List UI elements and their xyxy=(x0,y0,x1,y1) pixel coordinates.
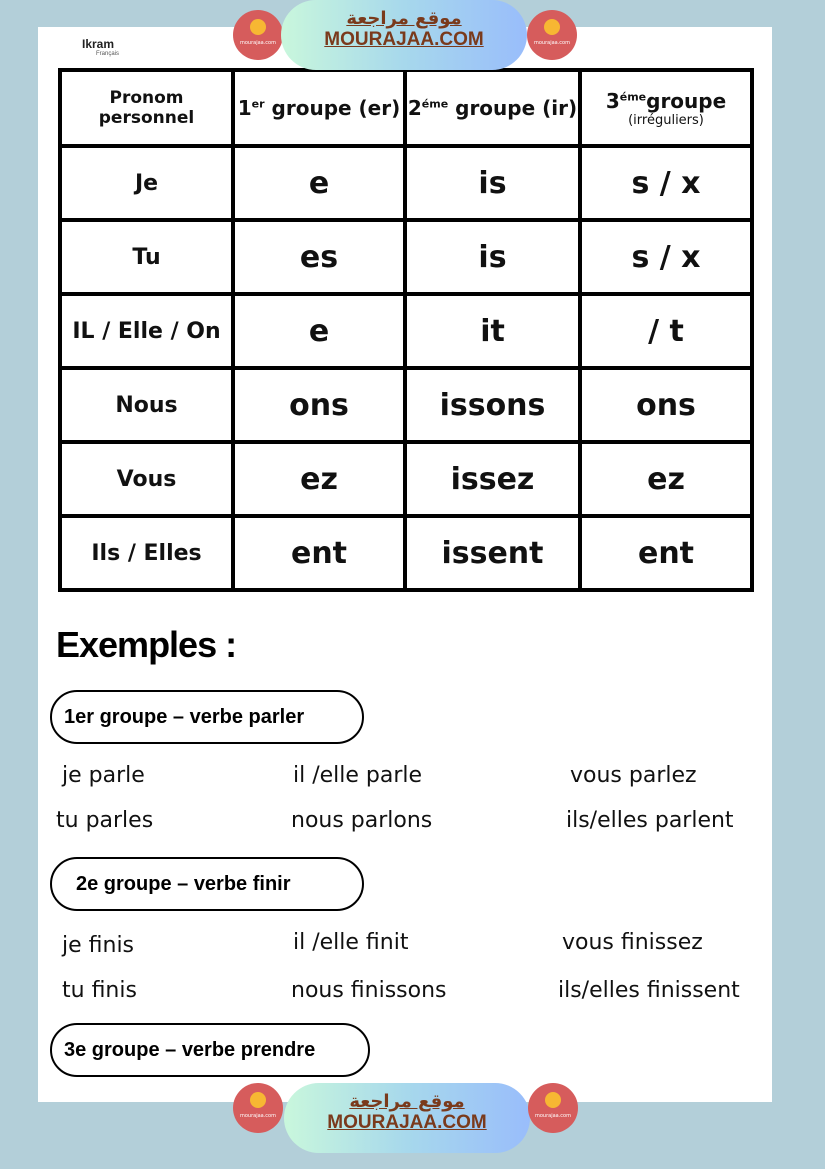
logo-icon: mourajaa.com xyxy=(528,1083,578,1133)
ending-cell: ez xyxy=(231,440,407,518)
subject: Français xyxy=(96,51,120,57)
conjugation-form: je parle xyxy=(62,763,145,788)
pronoun-cell: Vous xyxy=(58,440,235,518)
header-group-3: 3émegroupe (irréguliers) xyxy=(578,68,754,148)
ending-cell: e xyxy=(231,144,407,222)
ending-cell: s / x xyxy=(578,144,754,222)
group-1-label: 1er groupe – verbe parler xyxy=(50,690,364,744)
author-brand: Ikram Français xyxy=(82,37,119,57)
pronoun-cell: IL / Elle / On xyxy=(58,292,235,370)
group-2-label: 2e groupe – verbe finir xyxy=(50,857,364,911)
ending-cell: issons xyxy=(403,366,582,444)
table-row: Ils / Elles ent issent ent xyxy=(58,514,754,592)
watermark-banner-bottom[interactable]: موقع مراجعة MOURAJAA.COM xyxy=(284,1083,530,1153)
conjugation-form: ils/elles parlent xyxy=(566,808,734,833)
conjugation-form: vous finissez xyxy=(562,930,703,955)
ending-cell: issez xyxy=(403,440,582,518)
ending-cell: issent xyxy=(403,514,582,592)
conjugation-form: tu parles xyxy=(56,808,154,833)
pronoun-cell: Je xyxy=(58,144,235,222)
pronoun-cell: Nous xyxy=(58,366,235,444)
group-3-label: 3e groupe – verbe prendre xyxy=(50,1023,370,1077)
pronoun-cell: Tu xyxy=(58,218,235,296)
pronoun-cell: Ils / Elles xyxy=(58,514,235,592)
examples-title: Exemples : xyxy=(56,624,237,665)
ending-cell: es xyxy=(231,218,407,296)
table-row: Vous ez issez ez xyxy=(58,440,754,518)
logo-icon: mourajaa.com xyxy=(527,10,577,60)
header-group-2: 2éme groupe (ir) xyxy=(403,68,582,148)
conjugation-form: je finis xyxy=(62,933,135,958)
ending-cell: is xyxy=(403,144,582,222)
ending-cell: ent xyxy=(231,514,407,592)
ending-cell: s / x xyxy=(578,218,754,296)
ending-cell: ons xyxy=(231,366,407,444)
ending-cell: ez xyxy=(578,440,754,518)
conjugation-form: il /elle finit xyxy=(293,930,409,955)
watermark-banner-top[interactable]: موقع مراجعة MOURAJAA.COM xyxy=(281,0,527,70)
ending-cell: ons xyxy=(578,366,754,444)
conjugation-form: tu finis xyxy=(62,978,137,1003)
ending-cell: ent xyxy=(578,514,754,592)
table-row: IL / Elle / On e it / t xyxy=(58,292,754,370)
conjugation-form: il /elle parle xyxy=(293,763,423,788)
logo-icon: mourajaa.com xyxy=(233,10,283,60)
ending-cell: is xyxy=(403,218,582,296)
conjugation-table: Pronom personnel 1er groupe (er) 2éme gr… xyxy=(58,68,754,592)
conjugation-form: vous parlez xyxy=(570,763,697,788)
table-row: Nous ons issons ons xyxy=(58,366,754,444)
conjugation-form: nous parlons xyxy=(291,808,433,833)
ending-cell: it xyxy=(403,292,582,370)
logo-icon: mourajaa.com xyxy=(233,1083,283,1133)
table-header-row: Pronom personnel 1er groupe (er) 2éme gr… xyxy=(58,68,754,148)
header-group-1: 1er groupe (er) xyxy=(231,68,407,148)
conjugation-form: ils/elles finissent xyxy=(558,978,740,1003)
ending-cell: e xyxy=(231,292,407,370)
conjugation-form: nous finissons xyxy=(291,978,447,1003)
table-row: Je e is s / x xyxy=(58,144,754,222)
table-row: Tu es is s / x xyxy=(58,218,754,296)
header-pronoun: Pronom personnel xyxy=(58,68,235,148)
author-name: Ikram xyxy=(82,37,115,51)
ending-cell: / t xyxy=(578,292,754,370)
